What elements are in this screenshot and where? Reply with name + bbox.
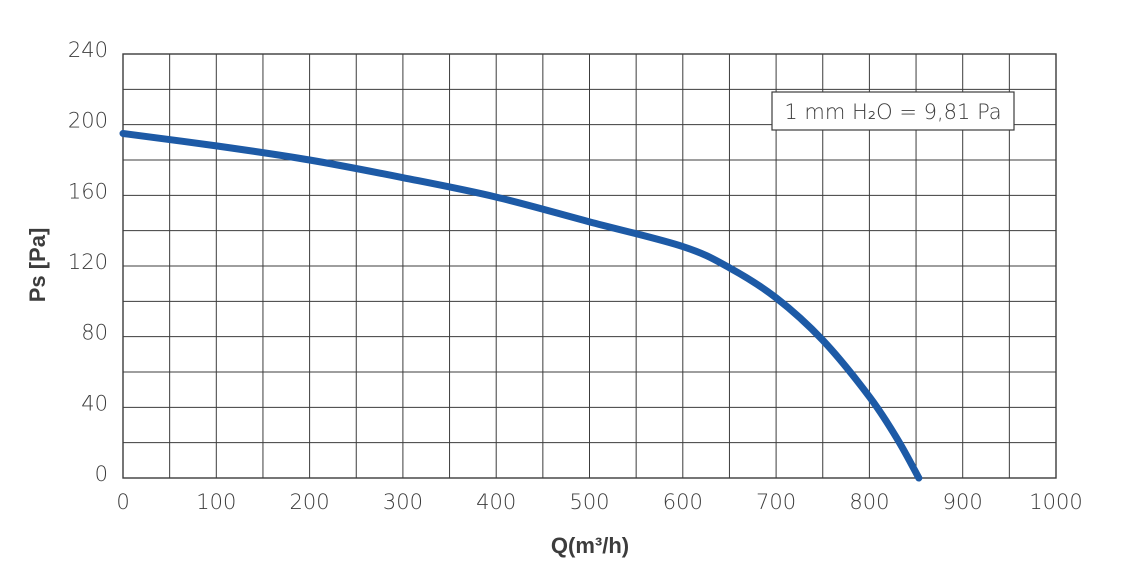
x-axis-title: Q(m³/h) [551, 533, 629, 558]
x-tick-label: 800 [849, 490, 889, 514]
x-tick-label: 100 [196, 490, 236, 514]
y-tick-label: 40 [81, 391, 108, 415]
y-tick-label: 240 [68, 38, 108, 62]
x-tick-label: 500 [569, 490, 609, 514]
x-tick-label: 400 [476, 490, 516, 514]
y-tick-label: 160 [68, 179, 108, 203]
x-tick-label: 900 [943, 490, 983, 514]
x-tick-label: 0 [116, 490, 129, 514]
plot-area-frame [122, 53, 1057, 479]
y-tick-label: 120 [68, 250, 108, 274]
x-tick-label: 1000 [1029, 490, 1082, 514]
x-tick-label: 200 [290, 490, 330, 514]
pressure-flow-curve [119, 130, 923, 482]
x-tick-label: 600 [663, 490, 703, 514]
y-tick-label: 80 [81, 321, 108, 345]
y-tick-label: 0 [95, 462, 108, 486]
unit-conversion-note-text: 1 mm H₂O = 9,81 Pa [784, 100, 1001, 124]
y-axis-title: Ps [Pa] [25, 228, 50, 303]
unit-conversion-note-box [771, 91, 1015, 131]
y-tick-labels: 0 40 80 120 160 200 240 [68, 38, 108, 486]
unit-conversion-note: 1 mm H₂O = 9,81 Pa [771, 91, 1015, 131]
x-tick-label: 700 [756, 490, 796, 514]
series-layer [119, 130, 923, 482]
x-tick-labels: 0 100 200 300 400 500 600 700 800 900 1000 [116, 490, 1082, 514]
x-tick-label: 300 [383, 490, 423, 514]
y-tick-label: 200 [68, 109, 108, 133]
